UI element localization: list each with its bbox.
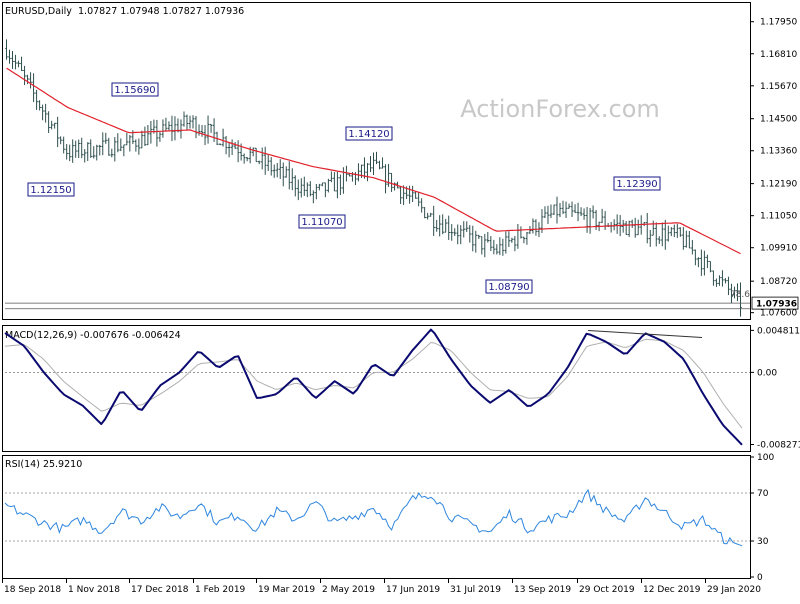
rsi-y-tick: 30	[757, 537, 769, 547]
x-tick: 18 Sep 2018	[4, 585, 61, 595]
price-y-tick: 1.16810	[760, 50, 797, 60]
x-tick: 17 Dec 2018	[131, 585, 189, 595]
price-annotation: 1.15690	[112, 83, 158, 96]
x-tick: 13 Sep 2019	[514, 585, 571, 595]
svg-text:1.14120: 1.14120	[348, 129, 389, 140]
price-header-ohlc: 1.07827 1.07948 1.07827 1.07936	[78, 6, 244, 17]
x-tick: 1 Feb 2019	[195, 585, 246, 595]
svg-text:1.12150: 1.12150	[30, 185, 71, 196]
rsi-panel-frame	[3, 456, 751, 579]
fib-label: 78.6	[730, 290, 750, 300]
rsi-y-tick: 100	[757, 453, 774, 463]
macd-header: MACD(12,26,9) -0.007676 -0.006424	[5, 330, 181, 341]
x-tick: 19 Mar 2019	[258, 585, 315, 595]
macd-y-tick: 0.004811	[757, 326, 800, 336]
svg-text:1.15690: 1.15690	[114, 85, 155, 96]
macd-panel-frame	[3, 326, 751, 452]
watermark: ActionForex.com	[460, 95, 660, 123]
price-y-tick: 1.07600	[760, 309, 797, 319]
price-annotation: 1.08790	[486, 280, 532, 293]
price-y-tick: 1.11050	[760, 212, 797, 222]
price-annotation: 1.11070	[299, 215, 345, 228]
price-y-tick: 1.13360	[760, 147, 797, 157]
price-annotation: 1.14120	[346, 127, 392, 140]
x-tick: 12 Dec 2019	[643, 585, 701, 595]
rsi-y-tick: 0	[757, 573, 763, 583]
price-y-tick: 1.17950	[760, 18, 797, 28]
price-annotation: 1.12390	[614, 177, 660, 190]
macd-y-tick: 0.00	[757, 368, 777, 378]
x-tick: 2 May 2019	[322, 585, 375, 595]
macd-y-tick: -0.008271	[757, 441, 800, 451]
price-y-tick: 1.09910	[760, 244, 797, 254]
price-y-tick: 1.14500	[760, 115, 797, 125]
price-y-tick: 1.15670	[760, 82, 797, 92]
x-tick: 17 Jun 2019	[386, 585, 440, 595]
svg-text:1.07936: 1.07936	[756, 300, 797, 310]
price-header-symbol: EURUSD,Daily	[5, 6, 72, 17]
price-y-tick: 1.08720	[760, 277, 797, 287]
x-tick: 31 Jul 2019	[450, 585, 501, 595]
x-tick: 29 Oct 2019	[579, 585, 635, 595]
price-annotation: 1.12150	[28, 183, 74, 196]
rsi-header: RSI(14) 25.9210	[5, 459, 82, 470]
price-y-tick: 1.12190	[760, 180, 797, 190]
svg-text:1.11070: 1.11070	[301, 217, 342, 228]
rsi-y-tick: 70	[757, 489, 769, 499]
last-price-label: 1.07936	[752, 297, 798, 310]
x-tick: 1 Nov 2018	[68, 585, 120, 595]
x-tick: 29 Jan 2020	[707, 585, 761, 595]
svg-text:1.08790: 1.08790	[488, 282, 529, 293]
svg-text:1.12390: 1.12390	[616, 179, 657, 190]
